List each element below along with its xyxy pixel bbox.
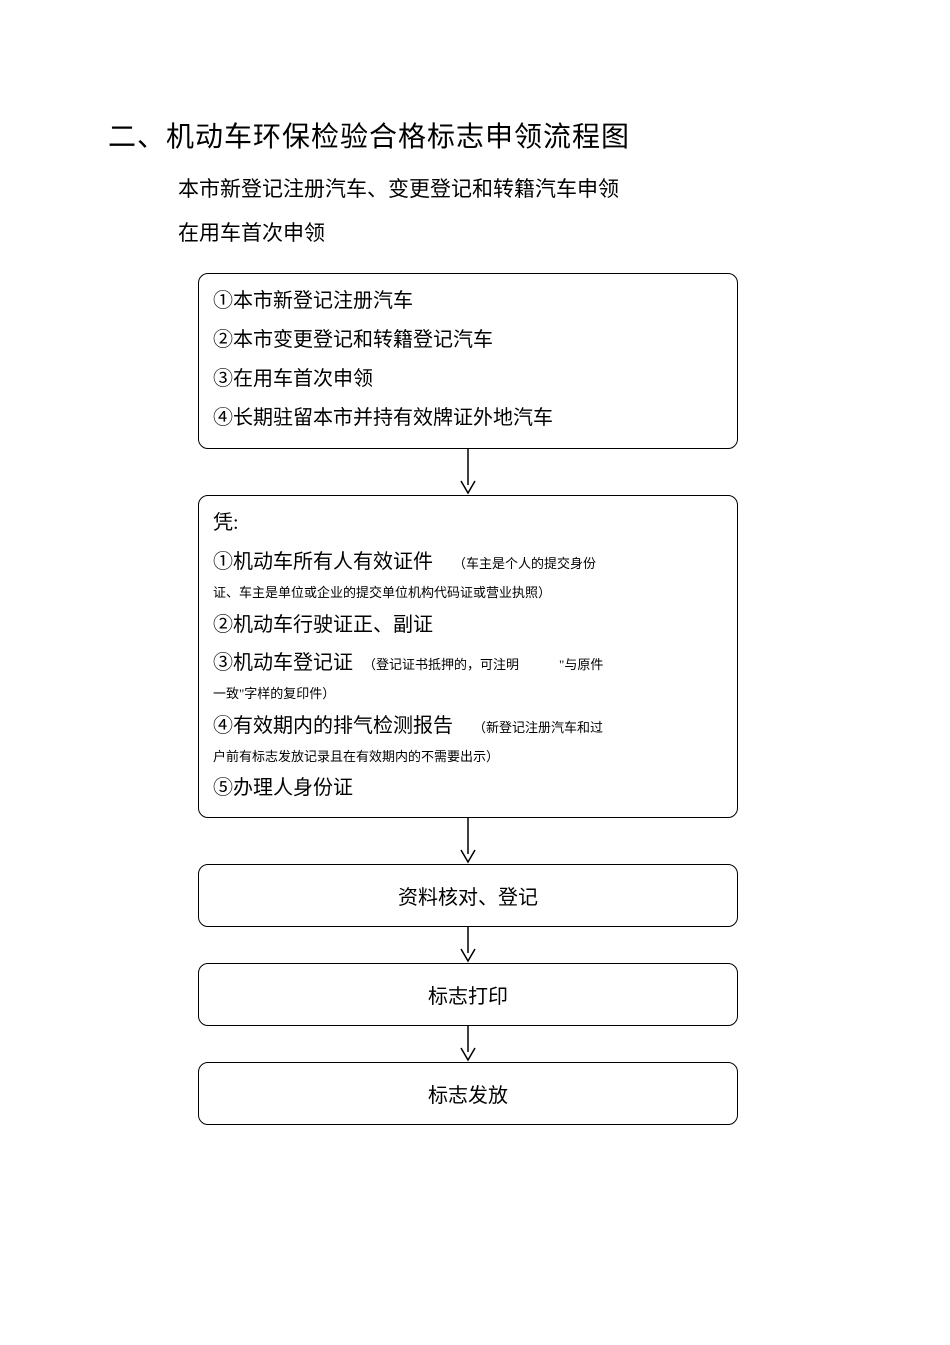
req-item-3: ③机动车登记证 （登记证书抵押的，可注明 "与原件: [213, 644, 723, 682]
flowchart: ①本市新登记注册汽车 ②本市变更登记和转籍登记汽车 ③在用车首次申领 ④长期驻留…: [198, 273, 738, 1125]
applicant-line-2: ②本市变更登记和转籍登记汽车: [213, 321, 723, 360]
req-item-4: ④有效期内的排气检测报告 （新登记注册汽车和过: [213, 707, 723, 745]
flow-arrow-3: [198, 927, 738, 963]
req-item-3-note-inline2: "与原件: [559, 657, 603, 672]
req-item-3-note-cont: 一致"字样的复印件）: [213, 682, 723, 707]
arrow-down-icon: [457, 927, 479, 963]
req-header: 凭:: [213, 504, 723, 543]
req-item-2-main: ②机动车行驶证正、副证: [213, 614, 433, 636]
req-item-5: ⑤办理人身份证: [213, 769, 723, 807]
flow-node-requirements: 凭: ①机动车所有人有效证件 （车主是个人的提交身份 证、车主是单位或企业的提交…: [198, 495, 738, 818]
page-title: 二、机动车环保检验合格标志申领流程图: [108, 115, 890, 155]
req-item-3-main: ③机动车登记证: [213, 652, 353, 674]
req-item-1: ①机动车所有人有效证件 （车主是个人的提交身份: [213, 543, 723, 581]
arrow-down-icon: [457, 449, 479, 495]
req-item-2: ②机动车行驶证正、副证: [213, 606, 723, 644]
req-item-5-main: ⑤办理人身份证: [213, 777, 353, 799]
req-item-1-main: ①机动车所有人有效证件: [213, 551, 433, 573]
applicant-line-1: ①本市新登记注册汽车: [213, 282, 723, 321]
flow-arrow-2: [198, 818, 738, 864]
issue-label: 标志发放: [428, 1085, 508, 1107]
flow-node-print: 标志打印: [198, 963, 738, 1026]
req-item-3-note-inline: （登记证书抵押的，可注明: [363, 657, 519, 672]
req-item-4-main: ④有效期内的排气检测报告: [213, 715, 453, 737]
flow-arrow-4: [198, 1026, 738, 1062]
req-item-4-note-inline: （新登记注册汽车和过: [473, 720, 603, 735]
print-label: 标志打印: [428, 986, 508, 1008]
applicant-line-3: ③在用车首次申领: [213, 360, 723, 399]
arrow-down-icon: [457, 1026, 479, 1062]
flow-node-applicants: ①本市新登记注册汽车 ②本市变更登记和转籍登记汽车 ③在用车首次申领 ④长期驻留…: [198, 273, 738, 449]
page-container: 二、机动车环保检验合格标志申领流程图 本市新登记注册汽车、变更登记和转籍汽车申领…: [0, 0, 950, 1125]
flow-node-issue: 标志发放: [198, 1062, 738, 1125]
flow-arrow-1: [198, 449, 738, 495]
applicant-line-4: ④长期驻留本市并持有效牌证外地汽车: [213, 399, 723, 438]
arrow-down-icon: [457, 818, 479, 864]
req-item-1-note-inline: （车主是个人的提交身份: [453, 556, 596, 571]
req-item-1-note-cont: 证、车主是单位或企业的提交单位机构代码证或营业执照）: [213, 581, 723, 606]
req-item-4-note-cont: 户前有标志发放记录且在有效期内的不需要出示）: [213, 745, 723, 770]
flow-node-verify: 资料核对、登记: [198, 864, 738, 927]
subtitle-line-2: 在用车首次申领: [178, 211, 890, 255]
verify-label: 资料核对、登记: [398, 887, 538, 909]
subtitle-line-1: 本市新登记注册汽车、变更登记和转籍汽车申领: [178, 167, 890, 211]
